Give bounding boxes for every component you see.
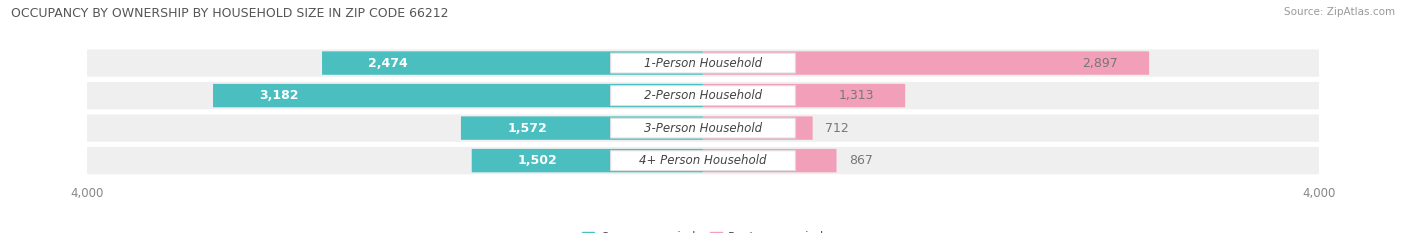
FancyBboxPatch shape [703,149,837,172]
FancyBboxPatch shape [610,151,796,171]
Text: 1-Person Household: 1-Person Household [644,57,762,70]
Text: 2,897: 2,897 [1083,57,1118,70]
Text: 2,474: 2,474 [368,57,408,70]
Text: 1,572: 1,572 [508,122,547,135]
Text: 4+ Person Household: 4+ Person Household [640,154,766,167]
FancyBboxPatch shape [610,86,796,106]
FancyBboxPatch shape [322,51,703,75]
FancyBboxPatch shape [471,149,703,172]
FancyBboxPatch shape [703,116,813,140]
FancyBboxPatch shape [703,51,1149,75]
Legend: Owner-occupied, Renter-occupied: Owner-occupied, Renter-occupied [578,226,828,233]
Text: Source: ZipAtlas.com: Source: ZipAtlas.com [1284,7,1395,17]
Text: 3,182: 3,182 [259,89,298,102]
Text: 712: 712 [825,122,849,135]
FancyBboxPatch shape [461,116,703,140]
Text: OCCUPANCY BY OWNERSHIP BY HOUSEHOLD SIZE IN ZIP CODE 66212: OCCUPANCY BY OWNERSHIP BY HOUSEHOLD SIZE… [11,7,449,20]
Text: 2-Person Household: 2-Person Household [644,89,762,102]
FancyBboxPatch shape [703,84,905,107]
FancyBboxPatch shape [212,84,703,107]
FancyBboxPatch shape [610,53,796,73]
FancyBboxPatch shape [87,147,1319,174]
FancyBboxPatch shape [610,118,796,138]
Text: 867: 867 [849,154,873,167]
Text: 1,502: 1,502 [517,154,558,167]
Text: 1,313: 1,313 [839,89,875,102]
Text: 3-Person Household: 3-Person Household [644,122,762,135]
FancyBboxPatch shape [87,114,1319,142]
FancyBboxPatch shape [87,82,1319,109]
FancyBboxPatch shape [87,49,1319,77]
